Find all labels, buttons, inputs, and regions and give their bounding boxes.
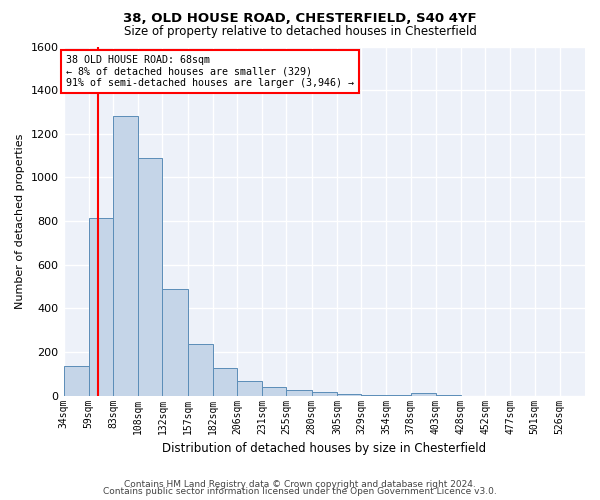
Bar — [311, 392, 337, 396]
Bar — [163, 288, 188, 396]
Text: 38, OLD HOUSE ROAD, CHESTERFIELD, S40 4YF: 38, OLD HOUSE ROAD, CHESTERFIELD, S40 4Y… — [123, 12, 477, 26]
Y-axis label: Number of detached properties: Number of detached properties — [15, 134, 25, 309]
Bar — [337, 394, 361, 396]
Bar — [113, 116, 138, 396]
X-axis label: Distribution of detached houses by size in Chesterfield: Distribution of detached houses by size … — [162, 442, 487, 455]
Bar — [262, 388, 286, 396]
Bar — [237, 381, 262, 396]
Text: Contains HM Land Registry data © Crown copyright and database right 2024.: Contains HM Land Registry data © Crown c… — [124, 480, 476, 489]
Bar — [89, 218, 113, 396]
Text: Size of property relative to detached houses in Chesterfield: Size of property relative to detached ho… — [124, 25, 476, 38]
Text: 38 OLD HOUSE ROAD: 68sqm
← 8% of detached houses are smaller (329)
91% of semi-d: 38 OLD HOUSE ROAD: 68sqm ← 8% of detache… — [65, 55, 353, 88]
Text: Contains public sector information licensed under the Open Government Licence v3: Contains public sector information licen… — [103, 487, 497, 496]
Bar — [213, 368, 237, 396]
Bar — [138, 158, 163, 396]
Bar — [410, 393, 436, 396]
Bar — [361, 395, 386, 396]
Bar — [188, 344, 213, 396]
Bar — [64, 366, 89, 396]
Bar — [286, 390, 311, 396]
